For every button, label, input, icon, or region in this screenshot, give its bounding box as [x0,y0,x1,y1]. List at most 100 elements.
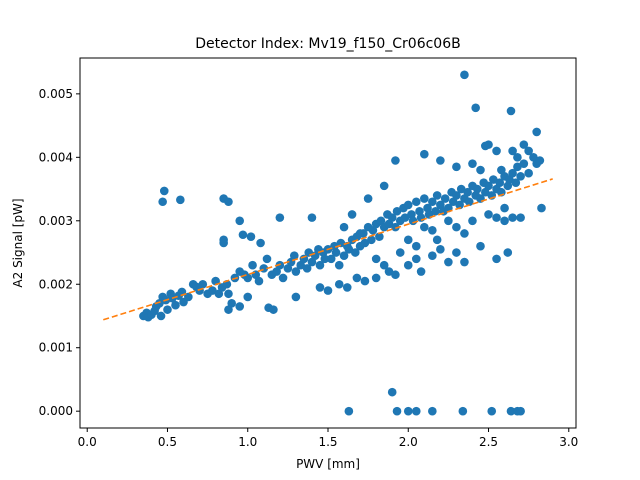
data-point [283,264,293,273]
data-point [484,181,493,191]
data-point [432,191,442,200]
y-tick-label: 0.002 [39,277,73,291]
data-point [513,153,522,162]
data-point [505,175,514,184]
data-point [508,213,517,222]
data-point [436,245,445,254]
data-point [516,213,525,222]
data-point [315,260,325,270]
data-point [350,248,360,257]
data-point [444,216,453,226]
data-point [428,226,437,235]
data-point [246,232,256,241]
data-point [248,260,257,270]
data-point [391,222,400,232]
data-point [476,165,485,175]
data-point [331,248,341,257]
data-point [484,210,493,219]
data-point [224,197,233,207]
data-point [428,251,437,260]
data-point [416,267,426,276]
data-point [315,283,325,292]
data-point [411,241,421,251]
data-point [463,187,472,197]
data-point [428,197,437,207]
data-point [224,305,233,314]
data-point [392,406,402,416]
data-point [243,292,253,302]
data-point [344,245,354,254]
data-point [529,153,538,162]
data-point [156,311,166,321]
data-point [392,206,402,216]
x-tick-label: 0.5 [158,435,177,449]
data-point [214,289,224,299]
data-point [208,286,217,295]
data-point [391,270,400,280]
data-point [334,279,344,289]
data-point [371,273,381,283]
data-point [334,260,344,270]
data-point [368,226,378,235]
data-point [296,260,306,270]
data-point [460,229,469,238]
data-point [403,260,413,270]
data-point [326,254,336,264]
data-point [291,292,301,302]
data-point [436,200,445,210]
data-point [339,251,349,260]
data-point [302,264,312,273]
y-tick-label: 0.004 [39,150,73,164]
data-point [535,156,545,165]
x-tick-label: 0.0 [78,435,97,449]
data-point [431,206,440,216]
data-point [408,216,418,226]
data-point [159,186,169,196]
data-point [464,197,474,207]
data-point [455,200,464,210]
data-point [227,298,236,308]
data-point [420,222,429,232]
data-point [219,238,228,248]
data-point [506,106,516,116]
chart-title: Detector Index: Mv19_f150_Cr06c06B [195,36,460,52]
data-point [400,213,410,222]
data-point [363,194,373,203]
data-point [371,254,381,264]
y-axis-label: A2 Signal [pW] [11,198,25,287]
data-point [387,213,397,222]
data-point [176,195,185,205]
data-point [468,159,477,168]
x-tick-label: 1.5 [318,435,337,449]
data-point [411,406,421,416]
data-point [492,254,501,264]
data-point [235,216,245,226]
data-point [403,235,413,245]
data-point [495,178,505,188]
data-point [344,406,354,416]
x-axis-label: PWV [mm] [296,457,360,471]
data-point [420,149,429,159]
data-point [347,210,357,219]
data-point [360,276,370,286]
data-point [395,248,405,257]
data-point [456,184,466,194]
fit-line [103,178,553,321]
data-point [524,168,533,178]
data-point [471,103,480,113]
data-point [224,289,233,299]
data-point [511,178,521,188]
data-point [481,187,490,197]
data-point [508,146,517,156]
data-point [503,248,513,257]
data-point [516,172,525,181]
data-point [235,302,245,311]
y-tick-label: 0.005 [39,87,73,101]
data-point [448,197,458,207]
data-point [428,406,437,416]
data-point [360,238,370,248]
data-point [379,181,389,191]
data-point [524,146,533,156]
